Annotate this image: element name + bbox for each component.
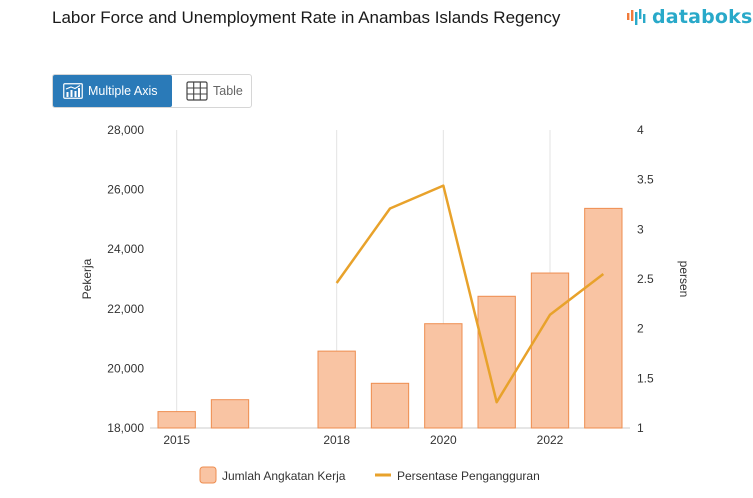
chart-axes: 18,000 20,000 22,000 24,000 26,000 28,000 1 1.5… (80, 123, 691, 447)
y-left-tick-label: 24,000 (107, 242, 144, 256)
y-right-tick-label: 2.5 (637, 272, 654, 286)
tab-table-label: Table (213, 84, 243, 98)
bar-series (157, 207, 623, 429)
y-right-tick-label: 3.5 (637, 173, 654, 187)
y-right-tick-label: 1 (637, 421, 644, 435)
legend-swatch-bar (199, 466, 217, 484)
y-left-tick-label: 20,000 (107, 361, 144, 375)
multiple-axis-icon (63, 83, 83, 99)
bar (210, 399, 250, 429)
x-tick-label: 2020 (430, 433, 457, 447)
bar (584, 207, 623, 429)
x-tick-label: 2015 (163, 433, 190, 447)
y-left-tick-label: 18,000 (107, 421, 144, 435)
x-tick-label: 2022 (537, 433, 564, 447)
y-right-tick-label: 4 (637, 123, 644, 137)
bar (157, 411, 196, 429)
bar (530, 272, 570, 429)
view-toggle: Multiple Axis Table (52, 74, 252, 108)
y-left-tick-label: 26,000 (107, 183, 144, 197)
bar (370, 382, 410, 429)
x-tick-label: 2018 (323, 433, 350, 447)
table-icon (186, 81, 208, 101)
tab-table[interactable]: Table (174, 75, 252, 107)
chart-legend: Jumlah Angkatan Kerja Persentase Pengangg… (199, 466, 540, 484)
legend-label-line: Persentase Pengangguran (397, 469, 540, 483)
y-left-tick-label: 28,000 (107, 123, 144, 137)
y-left-axis-label: Pekerja (80, 258, 94, 299)
bar (424, 323, 463, 429)
databoks-logo: databoks (626, 4, 753, 30)
line-series-path (335, 184, 605, 404)
y-right-tick-label: 1.5 (637, 371, 654, 385)
line-series (335, 184, 605, 404)
y-right-axis-label: persen (677, 261, 691, 298)
bar (317, 350, 356, 429)
y-left-tick-label: 22,000 (107, 302, 144, 316)
chart-title: Labor Force and Unemployment Rate in Ana… (52, 8, 561, 27)
bar (477, 295, 516, 429)
y-right-tick-label: 2 (637, 322, 644, 336)
tab-multiple-axis-label: Multiple Axis (88, 84, 158, 98)
tab-multiple-axis[interactable]: Multiple Axis (53, 75, 172, 107)
y-right-tick-label: 3 (637, 222, 644, 236)
databoks-logo-text: databoks (652, 6, 753, 28)
databoks-logo-icon (627, 9, 646, 25)
legend-label-bar: Jumlah Angkatan Kerja (222, 469, 346, 483)
